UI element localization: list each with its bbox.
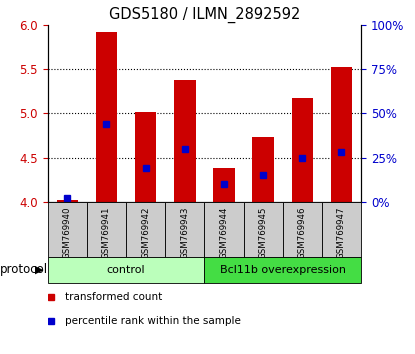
Bar bbox=[331, 67, 352, 202]
Bar bbox=[48, 202, 87, 257]
Bar bbox=[135, 113, 156, 202]
Text: transformed count: transformed count bbox=[65, 292, 162, 302]
Text: control: control bbox=[107, 265, 145, 275]
Bar bbox=[56, 200, 78, 202]
Text: GSM769946: GSM769946 bbox=[298, 206, 307, 259]
Bar bbox=[87, 202, 126, 257]
Text: percentile rank within the sample: percentile rank within the sample bbox=[65, 316, 241, 326]
Bar bbox=[213, 168, 235, 202]
Text: GSM769941: GSM769941 bbox=[102, 206, 111, 259]
Bar bbox=[283, 202, 322, 257]
Text: ▶: ▶ bbox=[35, 265, 44, 275]
Bar bbox=[126, 202, 165, 257]
Text: GSM769942: GSM769942 bbox=[141, 206, 150, 259]
Bar bbox=[291, 98, 313, 202]
Bar bbox=[244, 202, 283, 257]
Text: GSM769945: GSM769945 bbox=[259, 206, 268, 259]
Bar bbox=[174, 80, 195, 202]
Text: GSM769943: GSM769943 bbox=[180, 206, 189, 259]
Bar bbox=[322, 202, 361, 257]
Bar bbox=[252, 137, 274, 202]
Bar bbox=[205, 202, 244, 257]
Text: GSM769947: GSM769947 bbox=[337, 206, 346, 259]
Text: GSM769940: GSM769940 bbox=[63, 206, 72, 259]
Text: protocol: protocol bbox=[0, 263, 48, 276]
Bar bbox=[48, 257, 205, 283]
Bar bbox=[205, 257, 361, 283]
Text: GSM769944: GSM769944 bbox=[220, 206, 229, 259]
Title: GDS5180 / ILMN_2892592: GDS5180 / ILMN_2892592 bbox=[109, 7, 300, 23]
Bar bbox=[96, 32, 117, 202]
Bar bbox=[165, 202, 204, 257]
Text: Bcl11b overexpression: Bcl11b overexpression bbox=[220, 265, 346, 275]
